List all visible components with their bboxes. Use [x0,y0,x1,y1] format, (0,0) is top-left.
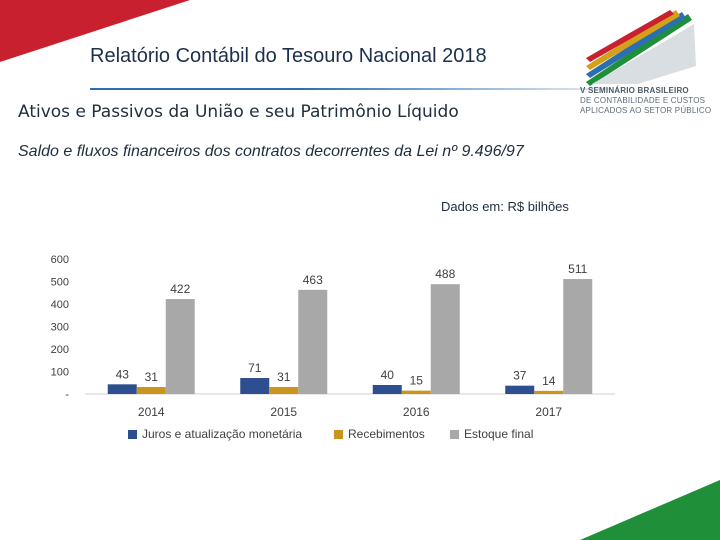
logo-line-3: APLICADOS AO SETOR PÚBLICO [580,106,712,115]
y-tick-label: - [65,389,69,401]
data-label: 15 [410,374,424,388]
units-note: Dados em: R$ bilhões [441,199,569,214]
x-tick-label: 2017 [535,405,562,419]
bar [372,385,402,394]
bar [401,390,431,394]
bar [136,387,166,394]
logo-line-1: V SEMINÁRIO BRASILEIRO [580,86,689,95]
y-tick-label: 100 [51,367,69,379]
bar [298,289,328,394]
seminar-logo-text: V SEMINÁRIO BRASILEIRO DE CONTABILIDADE … [580,86,711,116]
legend-swatch [450,430,459,439]
bar [563,279,593,394]
bar [505,385,535,394]
y-tick-label: 500 [51,277,69,289]
corner-green-decoration [580,480,720,540]
x-tick-label: 2014 [138,405,165,419]
corner-red-decoration [0,0,190,62]
data-label: 511 [568,262,587,276]
report-title-rest: do Tesouro Nacional 2018 [248,45,487,67]
data-label: 43 [116,367,130,381]
y-tick-label: 300 [51,322,69,334]
title-underline [90,88,610,90]
data-label: 463 [303,273,323,287]
data-label: 31 [277,370,291,384]
data-label: 31 [145,370,159,384]
legend-swatch [128,430,137,439]
logo-line-2: DE CONTABILIDADE E CUSTOS [580,96,706,105]
data-label: 37 [513,369,527,383]
x-tick-label: 2015 [270,405,297,419]
section-heading: Ativos e Passivos da União e seu Patrimô… [18,102,459,122]
y-tick-label: 600 [51,254,69,266]
report-title-bold: Relatório Contábil [90,45,249,67]
report-title: Relatório Contábil do Tesouro Nacional 2… [90,44,487,68]
bar [430,284,460,394]
legend-label: Recebimentos [348,427,425,441]
bar [534,390,564,394]
data-label: 40 [381,368,395,382]
chart-subtitle: Saldo e fluxos financeiros dos contratos… [18,143,524,160]
x-tick-label: 2016 [403,405,430,419]
legend-swatch [334,430,343,439]
bar [240,378,270,394]
legend-label: Estoque final [464,427,533,441]
logo-stripes-icon [586,10,696,86]
bar [107,384,137,394]
y-tick-label: 200 [51,344,69,356]
data-label: 488 [435,267,455,281]
bar [269,387,299,394]
legend-label: Juros e atualização monetária [142,427,302,441]
y-tick-label: 400 [51,299,69,311]
data-label: 14 [542,374,556,388]
data-label: 422 [170,282,190,296]
data-label: 71 [248,361,262,375]
bar [165,299,195,394]
seminar-logo [586,10,696,86]
